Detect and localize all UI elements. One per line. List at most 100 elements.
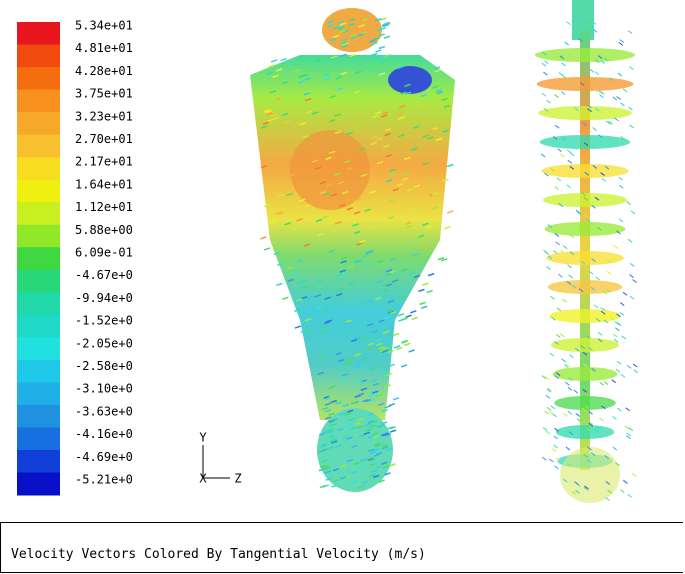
- vector: [554, 341, 559, 345]
- vector: [324, 296, 331, 301]
- vector: [422, 243, 429, 247]
- vector: [592, 28, 598, 33]
- vector: [603, 381, 609, 385]
- vector: [588, 410, 593, 415]
- vector: [427, 272, 435, 277]
- vector: [580, 82, 585, 86]
- vector: [621, 335, 627, 340]
- vector: [594, 428, 600, 433]
- vector: [600, 306, 605, 311]
- vector: [432, 192, 439, 196]
- vector: [369, 367, 377, 371]
- vector: [380, 393, 387, 398]
- color-swatch: [17, 112, 60, 136]
- vector: [544, 60, 549, 65]
- vector: [387, 426, 394, 430]
- vector: [385, 307, 393, 312]
- vector: [321, 309, 329, 314]
- vector: [370, 141, 377, 146]
- vector: [345, 344, 353, 349]
- vector: [304, 318, 312, 322]
- color-swatch: [17, 404, 60, 428]
- vector: [427, 136, 434, 140]
- vector: [378, 319, 385, 323]
- vector: [383, 35, 391, 39]
- vector: [384, 132, 391, 137]
- vector: [274, 210, 282, 215]
- vector: [411, 147, 418, 151]
- vector: [319, 464, 327, 468]
- vector: [320, 448, 328, 452]
- vector: [318, 467, 326, 472]
- vector: [326, 446, 334, 450]
- vector: [350, 400, 358, 405]
- vector: [369, 458, 376, 462]
- color-swatch: [17, 247, 60, 271]
- vector: [353, 365, 361, 370]
- vector: [385, 268, 393, 273]
- vector: [626, 432, 632, 437]
- vector: [348, 23, 356, 27]
- vector: [376, 137, 383, 141]
- vector: [583, 142, 589, 147]
- vector: [375, 49, 382, 53]
- vector: [417, 234, 425, 239]
- vector: [552, 413, 557, 418]
- color-swatch: [17, 314, 60, 338]
- vector: [541, 456, 547, 461]
- vector: [546, 99, 552, 104]
- color-swatch: [17, 224, 60, 248]
- vector: [376, 391, 384, 396]
- vector: [582, 351, 588, 356]
- vector: [627, 30, 633, 34]
- vector: [336, 179, 344, 183]
- vector: [327, 20, 334, 24]
- vector: [350, 338, 358, 343]
- vector: [304, 243, 311, 247]
- vector: [607, 489, 612, 494]
- vector: [571, 284, 577, 289]
- vector: [340, 53, 347, 57]
- vector: [616, 360, 622, 365]
- vector: [340, 476, 347, 480]
- vector: [605, 120, 611, 125]
- vector: [404, 342, 411, 347]
- vector: [567, 386, 573, 391]
- vector: [398, 318, 405, 322]
- vector: [319, 181, 327, 185]
- vector: [559, 333, 565, 338]
- vector: [342, 29, 350, 33]
- vector: [550, 405, 556, 410]
- vector: [386, 179, 393, 183]
- vector: [272, 116, 279, 121]
- vector: [306, 296, 314, 300]
- vector: [365, 262, 372, 266]
- vector: [390, 257, 397, 261]
- vector: [398, 295, 406, 300]
- vector: [331, 484, 338, 488]
- vector: [335, 75, 343, 80]
- vector: [404, 221, 412, 226]
- vector: [292, 270, 299, 274]
- vector: [347, 264, 355, 269]
- vector: [368, 448, 375, 452]
- vector: [582, 388, 588, 393]
- vector: [594, 196, 600, 201]
- vector: [376, 161, 384, 165]
- vector: [422, 222, 429, 227]
- vector: [277, 193, 284, 198]
- vector: [356, 362, 363, 367]
- vector: [626, 435, 631, 440]
- vector: [599, 94, 604, 99]
- vector: [587, 108, 592, 113]
- vector: [330, 56, 338, 61]
- vector: [368, 39, 376, 44]
- vector: [565, 446, 571, 451]
- vector: [567, 159, 573, 164]
- legend-label: -1.52e+0: [75, 314, 133, 328]
- vector: [622, 291, 628, 296]
- vector: [633, 369, 638, 374]
- legend-label: -3.10e+0: [75, 382, 133, 396]
- vector: [545, 430, 551, 435]
- vector: [335, 444, 342, 448]
